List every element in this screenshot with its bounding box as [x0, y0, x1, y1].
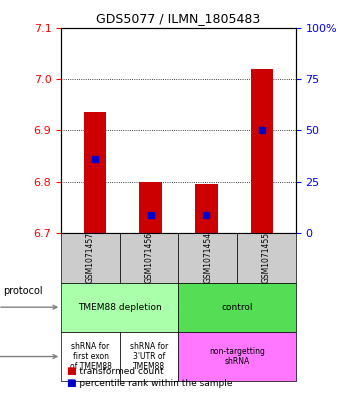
Text: ■: ■: [66, 366, 75, 376]
FancyBboxPatch shape: [178, 233, 237, 283]
Text: ■ percentile rank within the sample: ■ percentile rank within the sample: [68, 379, 233, 387]
Text: protocol: protocol: [0, 302, 57, 312]
FancyBboxPatch shape: [61, 233, 120, 283]
Text: shRNA for
first exon
of TMEM88: shRNA for first exon of TMEM88: [70, 342, 112, 371]
FancyBboxPatch shape: [178, 283, 296, 332]
Text: GSM1071454: GSM1071454: [203, 232, 212, 283]
FancyBboxPatch shape: [120, 332, 178, 381]
FancyBboxPatch shape: [178, 332, 296, 381]
Bar: [251, 69, 273, 233]
Text: non-targetting
shRNA: non-targetting shRNA: [209, 347, 265, 366]
Text: GSM1071455: GSM1071455: [262, 232, 271, 283]
Text: shRNA for
3'UTR of
TMEM88: shRNA for 3'UTR of TMEM88: [130, 342, 168, 371]
FancyBboxPatch shape: [61, 283, 178, 332]
Text: GSM1071456: GSM1071456: [145, 232, 154, 283]
Text: ■: ■: [66, 378, 75, 388]
Text: GSM1071457: GSM1071457: [86, 232, 95, 283]
FancyBboxPatch shape: [61, 332, 120, 381]
Text: TMEM88 depletion: TMEM88 depletion: [78, 303, 162, 312]
Bar: [139, 182, 162, 233]
Text: control: control: [221, 303, 253, 312]
Text: protocol: protocol: [3, 286, 43, 296]
Text: other: other: [0, 351, 57, 362]
FancyBboxPatch shape: [120, 233, 178, 283]
Bar: [195, 184, 218, 233]
Text: ■ transformed count: ■ transformed count: [68, 367, 164, 376]
FancyBboxPatch shape: [237, 233, 296, 283]
Title: GDS5077 / ILMN_1805483: GDS5077 / ILMN_1805483: [96, 12, 261, 25]
Bar: [84, 112, 106, 233]
